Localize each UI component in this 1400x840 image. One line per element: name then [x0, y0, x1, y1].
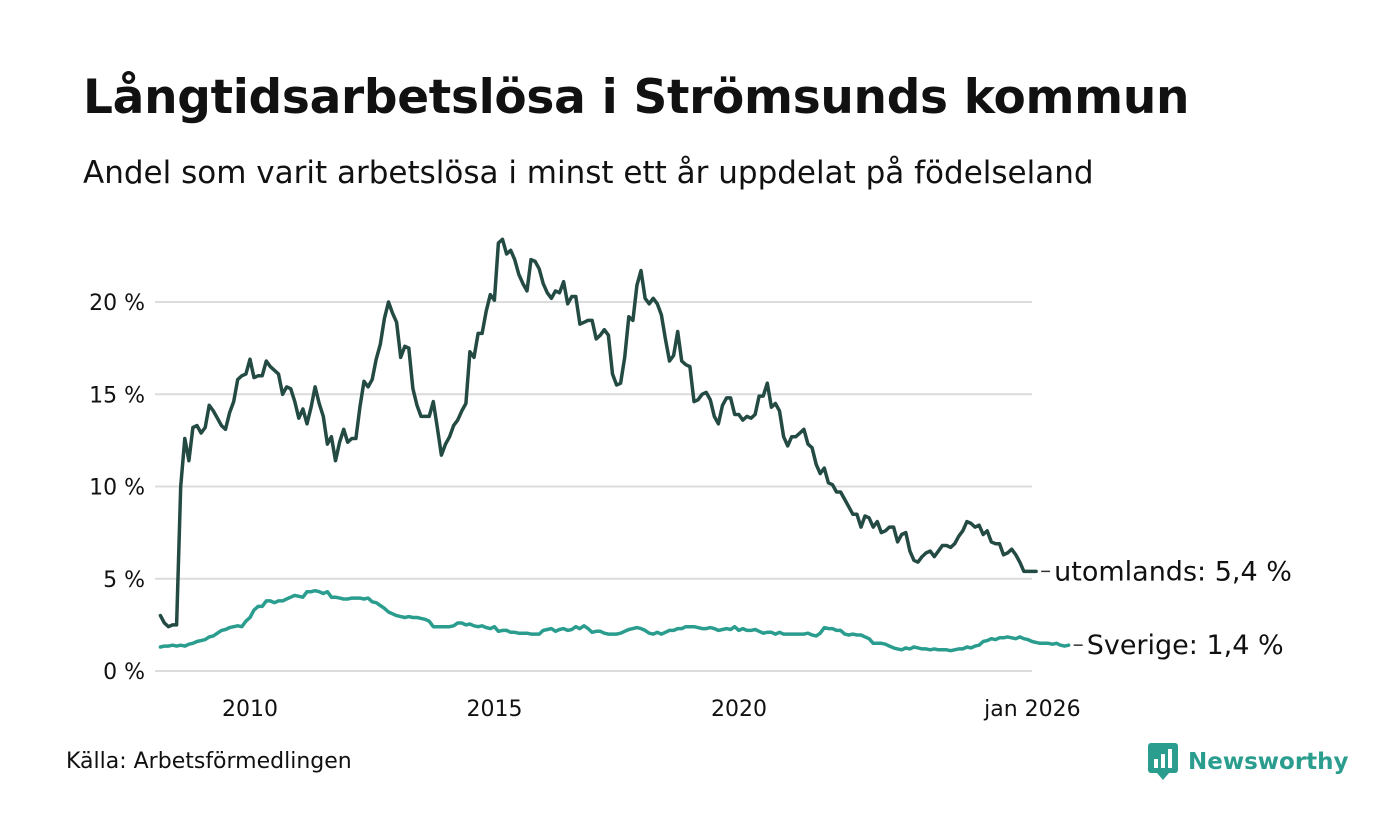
series-lines: [158, 237, 1071, 653]
y-tick-label: 5 %: [103, 568, 145, 593]
y-tick-label: 10 %: [89, 476, 145, 501]
y-tick-label: 15 %: [89, 383, 145, 408]
page-title: Långtidsarbetslösa i Strömsunds kommun: [83, 70, 1190, 125]
end-label-utomlands: utomlands: 5,4 %: [1054, 556, 1292, 587]
y-tick-label: 0 %: [103, 660, 145, 685]
end-label-sverige: Sverige: 1,4 %: [1087, 630, 1284, 661]
x-tick-label: jan 2026: [983, 697, 1081, 722]
x-tick-label: 2010: [222, 697, 278, 722]
brand-logo[interactable]: Newsworthy: [1148, 742, 1349, 782]
source-note: Källa: Arbetsförmedlingen: [66, 749, 352, 774]
newsworthy-logo-icon: [1148, 743, 1178, 780]
y-axis-ticks: 0 % 5 % 10 % 15 % 20 %: [89, 291, 145, 685]
brand-name: Newsworthy: [1188, 749, 1349, 775]
page-subtitle: Andel som varit arbetslösa i minst ett å…: [83, 155, 1094, 191]
x-axis-ticks: 2010 2015 2020 jan 2026: [222, 697, 1081, 722]
x-tick-label: 2015: [467, 697, 523, 722]
end-labels: utomlands: 5,4 % Sverige: 1,4 %: [1041, 556, 1292, 661]
series-line-utomlands: [158, 237, 1038, 629]
x-tick-label: 2020: [711, 697, 767, 722]
grid-lines: [155, 301, 1032, 672]
series-line-sverige: [158, 588, 1071, 653]
y-tick-label: 20 %: [89, 291, 145, 316]
